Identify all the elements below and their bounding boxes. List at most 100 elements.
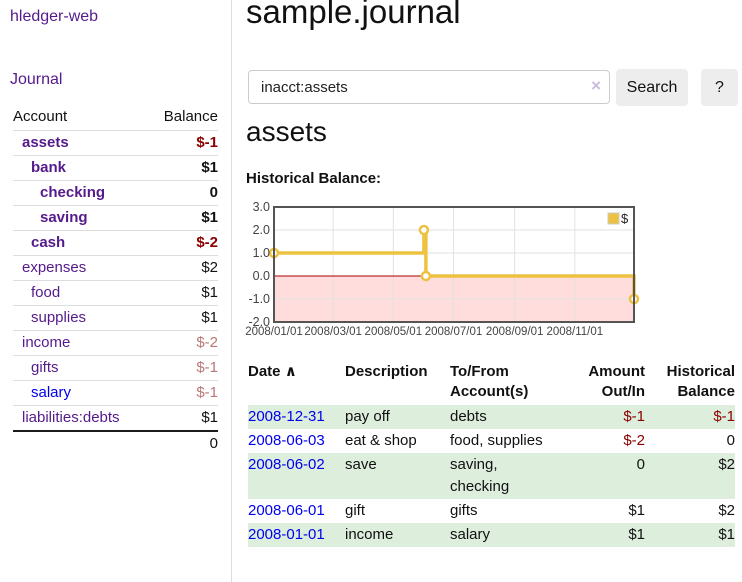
- account-balance-table: Account Balance assets $-1 bank $1 checking 0…: [13, 104, 218, 456]
- transaction-accounts: saving, checking: [450, 456, 510, 495]
- account-link-bank[interactable]: bank: [31, 159, 67, 176]
- sidebar-total-row: 0: [13, 430, 218, 456]
- transaction-description: save: [345, 456, 377, 473]
- sidebar-item-journal[interactable]: Journal: [10, 71, 63, 88]
- account-link-checking[interactable]: checking: [40, 184, 106, 201]
- total-balance-value: 0: [209, 435, 218, 452]
- account-link-expenses[interactable]: expenses: [22, 259, 87, 276]
- transaction-date-link[interactable]: 2008-06-02: [248, 456, 325, 473]
- x-axis-tick-label: 2008/11/01: [546, 326, 604, 338]
- transaction-description: gift: [345, 502, 366, 519]
- transaction-amount: 0: [636, 456, 645, 473]
- transaction-accounts: gifts: [450, 502, 478, 519]
- y-axis-tick-label: -1.0: [248, 292, 270, 306]
- x-axis-tick-label: 2008/07/01: [424, 326, 483, 338]
- account-balance: $1: [201, 309, 218, 326]
- balance-column-header: Balance: [163, 108, 218, 125]
- transaction-amount: $-1: [623, 408, 645, 425]
- help-button[interactable]: ?: [701, 69, 738, 106]
- register-row: 2008-06-01 gift gifts $1 $2: [248, 499, 735, 523]
- register-body: 2008-12-31 pay off debts $-1 $-1 2008-06-03 ea…: [248, 405, 735, 547]
- account-balance: $1: [201, 409, 218, 426]
- account-balance: $-2: [196, 234, 218, 251]
- register-header-row: Date ∧ Description To/From Account(s) Am…: [248, 362, 735, 405]
- sidebar-account-row: food $1: [13, 280, 218, 305]
- account-table-header: Account Balance: [13, 104, 218, 130]
- y-axis-tick-label: 2.0: [252, 223, 270, 237]
- account-balance: $2: [201, 259, 218, 276]
- sidebar-account-row: salary $-1: [13, 380, 218, 405]
- description-column-header: Description: [345, 363, 428, 380]
- y-axis-tick-label: 1.0: [252, 246, 270, 260]
- account-link-gifts[interactable]: gifts: [31, 359, 59, 376]
- sidebar-account-row: bank $1: [13, 155, 218, 180]
- sort-ascending-icon: ∧: [284, 363, 297, 380]
- balance-chart: $3.0 2.0 1.0 0.0 -1.0 -2.0 2008/01/01 2008/03/0…: [240, 200, 660, 348]
- chart-canvas: $: [268, 206, 640, 323]
- balance-column-header: Historical Balance: [666, 363, 735, 400]
- transaction-accounts: debts: [450, 408, 487, 425]
- x-axis-tick-label: 2008/03/01: [304, 326, 362, 338]
- transaction-date-link[interactable]: 2008-01-01: [248, 526, 325, 543]
- transaction-balance: $-1: [713, 408, 735, 425]
- sidebar: hledger-web Journal Account Balance asse…: [0, 0, 232, 582]
- account-balance: $-1: [196, 134, 218, 151]
- register-row: 2008-06-03 eat & shop food, supplies $-2 0: [248, 429, 735, 453]
- data-point-marker: [420, 270, 432, 282]
- x-axis-tick-label: 2008/09/01: [485, 326, 544, 338]
- register-row: 2008-06-02 save saving, checking 0 $2: [248, 453, 735, 499]
- account-balance: 0: [209, 184, 218, 201]
- transaction-accounts: salary: [450, 526, 491, 543]
- transaction-date-link[interactable]: 2008-12-31: [248, 408, 325, 425]
- chart-title: Historical Balance:: [246, 170, 382, 187]
- sidebar-account-row: saving $1: [13, 205, 218, 230]
- data-point-marker: [418, 224, 430, 236]
- transaction-description: pay off: [345, 408, 390, 425]
- register-row: 2008-12-31 pay off debts $-1 $-1: [248, 405, 735, 429]
- transaction-balance: $2: [718, 502, 735, 519]
- app-title-link[interactable]: hledger-web: [10, 8, 99, 25]
- account-link-food[interactable]: food: [31, 284, 61, 301]
- account-heading: assets: [246, 116, 327, 147]
- transaction-balance: $1: [718, 526, 735, 543]
- account-balance: $-2: [196, 334, 218, 351]
- sidebar-account-row: assets $-1: [13, 130, 218, 155]
- account-link-salary[interactable]: salary: [31, 384, 72, 401]
- date-column-header[interactable]: Date ∧: [248, 363, 297, 380]
- sidebar-account-row: income $-2: [13, 330, 218, 355]
- account-link-cash[interactable]: cash: [31, 234, 66, 251]
- account-link-supplies[interactable]: supplies: [31, 309, 87, 326]
- sidebar-account-row: liabilities:debts $1: [13, 405, 218, 430]
- transaction-date-link[interactable]: 2008-06-01: [248, 502, 325, 519]
- account-balance: $-1: [196, 384, 218, 401]
- transaction-balance: 0: [726, 432, 735, 449]
- y-axis-tick-label: 3.0: [252, 200, 270, 214]
- account-link-liabilities-debts[interactable]: liabilities:debts: [22, 409, 120, 426]
- account-link-assets[interactable]: assets: [22, 134, 69, 151]
- clear-search-icon[interactable]: ×: [591, 76, 601, 95]
- sidebar-account-row: supplies $1: [13, 305, 218, 330]
- account-balance: $1: [201, 159, 218, 176]
- account-balance: $-1: [196, 359, 218, 376]
- account-balance: $1: [201, 284, 218, 301]
- transaction-amount: $1: [628, 526, 645, 543]
- y-axis-tick-label: 0.0: [252, 269, 270, 283]
- account-link-income[interactable]: income: [22, 334, 71, 351]
- search-button[interactable]: Search: [616, 69, 688, 106]
- account-link-saving[interactable]: saving: [40, 209, 88, 226]
- search-input[interactable]: [248, 70, 610, 104]
- transaction-description: income: [345, 526, 394, 543]
- transaction-amount: $-2: [623, 432, 645, 449]
- x-axis-tick-label: 2008/01/01: [245, 326, 303, 338]
- chart-border: [273, 206, 635, 323]
- transaction-date-link[interactable]: 2008-06-03: [248, 432, 325, 449]
- transaction-accounts: food, supplies: [450, 432, 543, 449]
- transaction-description: eat & shop: [345, 432, 417, 449]
- sidebar-account-row: expenses $2: [13, 255, 218, 280]
- x-axis-tick-label: 2008/05/01: [364, 326, 423, 338]
- register-table: Date ∧ Description To/From Account(s) Am…: [248, 362, 735, 547]
- sidebar-account-row: cash $-2: [13, 230, 218, 255]
- accounts-column-header: To/From Account(s): [450, 363, 529, 400]
- register-row: 2008-01-01 income salary $1 $1: [248, 523, 735, 547]
- search-form: ×: [248, 70, 610, 104]
